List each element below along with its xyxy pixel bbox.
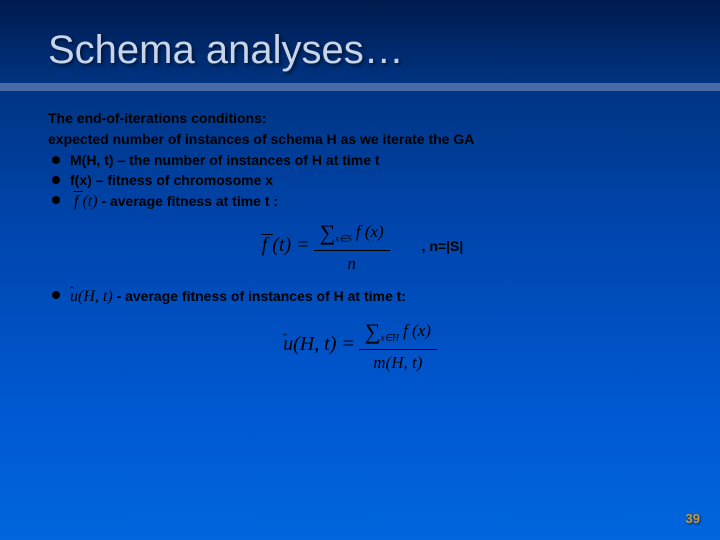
bullet-text-2: f(x) – fitness of chromosome x [70,171,672,190]
bullet-text-3: f (t) - average fitness at time t : [70,191,672,213]
bullet-icon [52,176,60,184]
bullet-text-1: M(H, t) – the number of instances of H a… [70,151,672,170]
bullet-icon [52,156,60,164]
bullet-text-4: ˆu(H, t) - average fitness of instances … [70,286,672,308]
page-number: 39 [686,511,700,526]
bullet-icon [52,196,60,204]
title-underline [0,83,720,91]
bullet-icon [52,291,60,299]
bullet-row-1: M(H, t) – the number of instances of H a… [48,151,672,170]
bullet-row-2: f(x) – fitness of chromosome x [48,171,672,190]
formula-fbar-definition: f (t) = ∑x∈S f (x) n , n=|S| [48,218,672,276]
bullet-row-4: ˆu(H, t) - average fitness of instances … [48,286,672,308]
formula-uhat-definition: ˆu(H, t) = ∑x∈H f (x) m(H, t) [48,317,672,375]
bullet-4-text: - average fitness of instances of H at t… [117,288,406,304]
slide-content: The end-of-iterations conditions: expect… [0,109,720,375]
slide-title: Schema analyses… [0,0,720,83]
formula-suffix-1: , n=|S| [422,238,464,254]
intro-line-1: The end-of-iterations conditions: [48,109,672,128]
bullet-row-3: f (t) - average fitness at time t : [48,191,672,213]
uhat-symbol: ˆu(H, t) [70,286,113,308]
bullet-3-text: - average fitness at time t : [101,193,278,209]
fbar-symbol: f (t) [70,191,98,213]
intro-line-2: expected number of instances of schema H… [48,130,672,149]
